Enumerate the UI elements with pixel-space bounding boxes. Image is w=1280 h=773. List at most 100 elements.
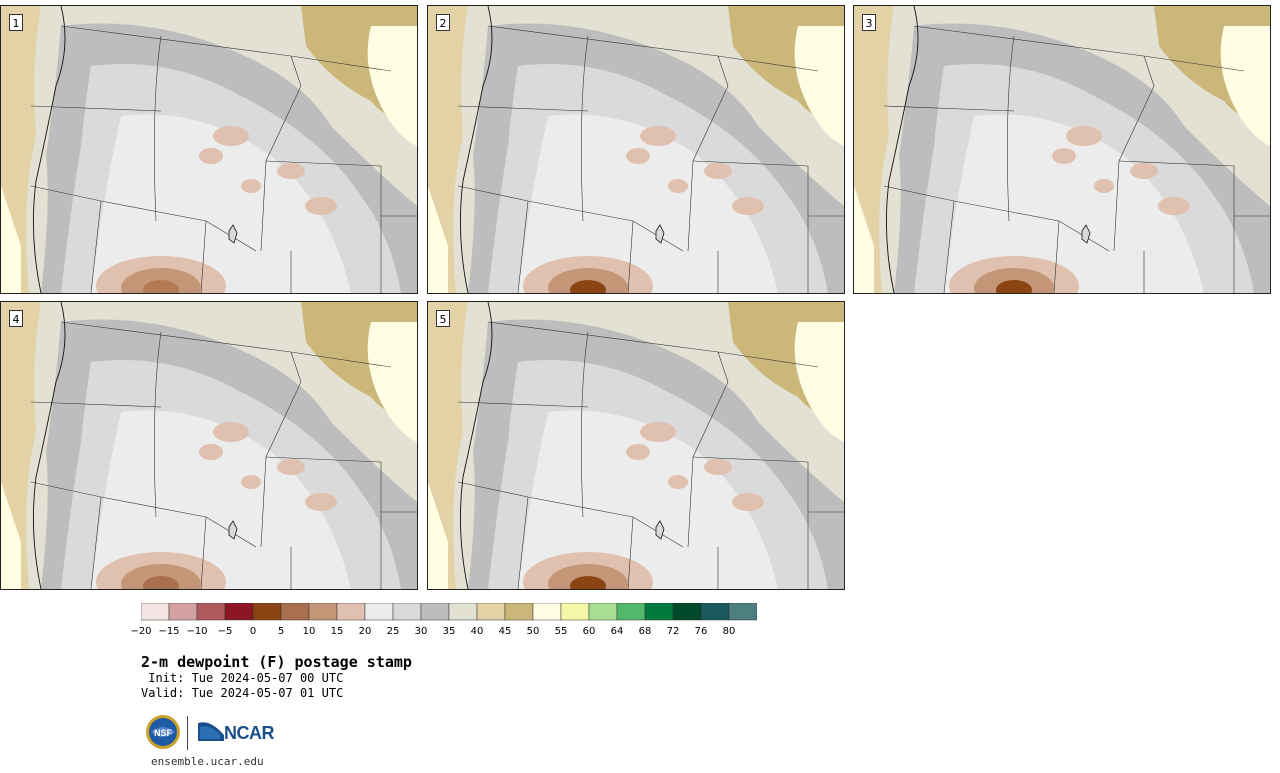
state-border	[581, 35, 589, 222]
low-dewpoint-blotch	[1158, 197, 1190, 215]
low-dewpoint-blotch	[626, 444, 650, 460]
colorbar-tick-label: 80	[722, 626, 736, 637]
colorbar-tick-label: 30	[414, 626, 428, 637]
offshore-region	[428, 482, 448, 589]
state-border	[883, 105, 1015, 112]
dewpoint-map	[428, 6, 844, 293]
low-dewpoint-blotch	[1130, 163, 1158, 179]
plains-very-moist	[367, 322, 417, 442]
coastline	[32, 6, 66, 293]
dewpoint-map	[1, 6, 417, 293]
stamp-panel-2: 2	[427, 5, 845, 294]
low-dewpoint-blotch	[704, 163, 732, 179]
plains-very-moist	[367, 26, 417, 146]
colorbar-swatch	[588, 603, 618, 621]
colorbar-tick-label: −5	[217, 626, 233, 637]
low-dewpoint-blotch	[213, 126, 249, 146]
low-dewpoint-blotch	[305, 493, 337, 511]
low-dewpoint-blotch	[199, 148, 223, 164]
state-border	[517, 200, 529, 293]
colorbar-tick-label: 55	[554, 626, 568, 637]
desert-driest-core	[570, 280, 606, 293]
state-border	[1113, 55, 1155, 252]
state-border	[943, 200, 955, 293]
offshore-region	[854, 186, 874, 293]
panel-number-label: 5	[436, 310, 450, 327]
colorbar-swatch	[224, 603, 254, 621]
valid-time: Valid: Tue 2024-05-07 01 UTC	[141, 686, 344, 700]
dewpoint-map	[428, 302, 844, 589]
state-border	[687, 351, 729, 548]
low-dewpoint-blotch	[213, 422, 249, 442]
great-salt-lake	[1081, 224, 1091, 244]
stamp-panel-4: 4	[0, 301, 418, 590]
colorbar-swatch	[392, 603, 422, 621]
colorbar-swatch	[196, 603, 226, 621]
stamp-panel-3: 3	[853, 5, 1271, 294]
state-border	[457, 105, 589, 112]
colorbar-tick-label: −15	[158, 626, 180, 637]
low-dewpoint-blotch	[1066, 126, 1102, 146]
low-dewpoint-blotch	[1094, 179, 1114, 193]
plot-title: 2-m dewpoint (F) postage stamp	[141, 653, 412, 671]
colorbar-tick-label: 5	[277, 626, 285, 637]
colorbar-tick-label: 76	[694, 626, 708, 637]
offshore-region	[428, 186, 448, 293]
great-salt-lake	[228, 224, 238, 244]
dry-core	[518, 114, 778, 293]
colorbar-swatch	[560, 603, 590, 621]
dewpoint-map	[854, 6, 1270, 293]
ncar-mark-icon	[198, 722, 224, 741]
logo-divider	[187, 716, 188, 750]
low-dewpoint-blotch	[241, 179, 261, 193]
low-dewpoint-blotch	[199, 444, 223, 460]
low-dewpoint-blotch	[732, 197, 764, 215]
low-dewpoint-blotch	[668, 179, 688, 193]
low-dewpoint-blotch	[640, 126, 676, 146]
great-salt-lake	[655, 520, 665, 540]
colorbar-swatch	[308, 603, 338, 621]
colorbar-swatch	[252, 603, 282, 621]
low-dewpoint-blotch	[704, 459, 732, 475]
colorbar	[141, 603, 757, 621]
state-border	[627, 220, 634, 293]
dry-core	[91, 410, 351, 589]
colorbar-swatch	[168, 603, 198, 621]
plains-very-moist	[794, 26, 844, 146]
coastline	[459, 6, 493, 293]
colorbar-swatch	[336, 603, 366, 621]
colorbar-swatch	[141, 603, 170, 621]
great-salt-lake	[228, 520, 238, 540]
state-border	[260, 55, 302, 252]
dry-core	[91, 114, 351, 293]
colorbar-tick-label: 45	[498, 626, 512, 637]
state-border	[265, 456, 382, 589]
nsf-globe-icon: NSF	[146, 715, 180, 749]
colorbar-swatch	[420, 603, 450, 621]
state-border	[627, 516, 634, 589]
panel-number-label: 3	[862, 14, 876, 31]
state-border	[1053, 220, 1060, 293]
colorbar-tick-label: 72	[666, 626, 680, 637]
desert-driest-core	[570, 576, 606, 589]
dry-core	[518, 410, 778, 589]
colorbar-tick-label: 20	[358, 626, 372, 637]
low-dewpoint-blotch	[1052, 148, 1076, 164]
offshore-region	[1, 186, 21, 293]
great-salt-lake	[655, 224, 665, 244]
state-border	[457, 401, 589, 408]
colorbar-swatch	[364, 603, 394, 621]
state-border	[90, 200, 102, 293]
offshore-region	[1, 482, 21, 589]
low-dewpoint-blotch	[305, 197, 337, 215]
colorbar-swatch	[280, 603, 310, 621]
state-border	[200, 220, 207, 293]
state-border	[154, 35, 162, 222]
colorbar-swatch	[616, 603, 646, 621]
low-dewpoint-blotch	[626, 148, 650, 164]
state-border	[154, 331, 162, 518]
colorbar-tick-label: 40	[470, 626, 484, 637]
low-dewpoint-blotch	[277, 163, 305, 179]
state-border	[1007, 35, 1015, 222]
state-border	[30, 401, 162, 408]
